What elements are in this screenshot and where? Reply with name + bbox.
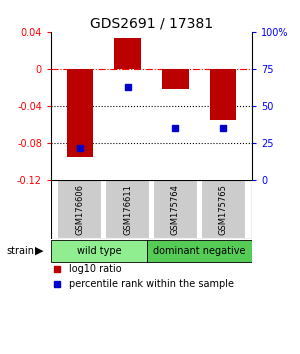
Text: GSM175764: GSM175764 [171,184,180,235]
Bar [201,180,246,239]
Text: GSM176606: GSM176606 [75,184,84,235]
Text: log10 ratio: log10 ratio [69,264,122,274]
Text: ▶: ▶ [34,246,43,256]
Bar [67,69,93,157]
Bar [114,38,141,69]
Text: wild type: wild type [76,246,121,256]
Bar [51,240,147,262]
Bar [210,69,236,120]
Bar [105,180,150,239]
Bar [162,69,189,89]
Text: percentile rank within the sample: percentile rank within the sample [69,279,234,289]
Title: GDS2691 / 17381: GDS2691 / 17381 [90,17,213,31]
Text: GSM175765: GSM175765 [219,184,228,235]
Text: dominant negative: dominant negative [153,246,246,256]
Bar [57,180,102,239]
Text: strain: strain [6,246,34,256]
Bar [147,240,252,262]
Text: GSM176611: GSM176611 [123,184,132,235]
Bar [153,180,198,239]
